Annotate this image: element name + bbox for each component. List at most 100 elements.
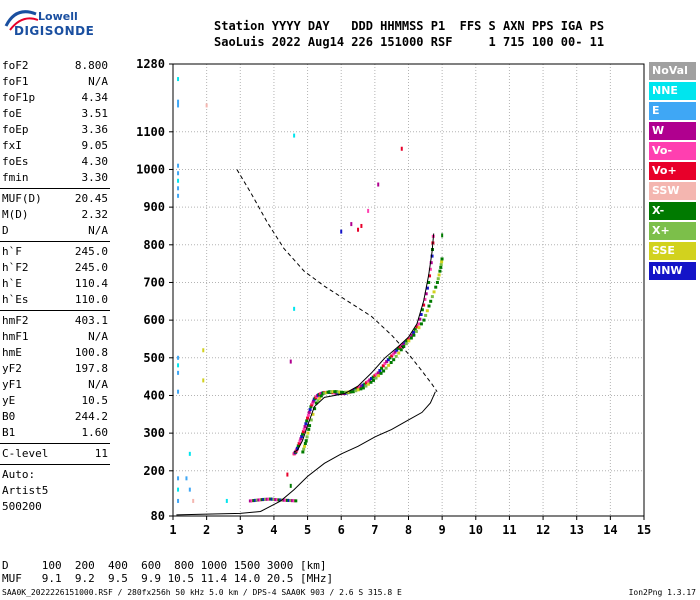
echo-point — [293, 133, 296, 138]
x-trace-point — [379, 371, 383, 375]
es-trace-point — [267, 497, 271, 501]
o-trace-point — [386, 358, 390, 362]
x-trace-point — [382, 369, 386, 373]
o-trace-point — [390, 354, 394, 358]
es-trace-point — [287, 498, 291, 502]
param-key: foEp — [2, 123, 29, 136]
o-trace-point — [381, 364, 385, 368]
o-trace-point — [413, 328, 417, 332]
file-info: SAA0K_2022226151000.RSF / 280fx256h 50 k… — [2, 588, 402, 597]
echo-point — [188, 451, 191, 456]
y-tick-label: 1280 — [136, 57, 165, 71]
x-tick-label: 6 — [338, 523, 345, 537]
x-trace-point — [309, 418, 313, 422]
es-trace-point — [258, 498, 262, 502]
es-trace-point — [250, 499, 254, 503]
x-trace-point — [349, 390, 353, 394]
param-key: D — [2, 224, 9, 237]
param-row: B0 244.2 — [0, 409, 112, 425]
param-value: N/A — [88, 378, 108, 391]
distance-row: D 100 200 400 600 800 1000 1500 3000 [km… — [2, 559, 327, 572]
x-trace-point — [303, 444, 307, 448]
echo-point — [202, 348, 205, 353]
x-trace-point — [344, 390, 348, 394]
x-trace-point — [319, 394, 323, 398]
param-row: D N/A — [0, 223, 112, 239]
software-version: Ion2Png 1.3.17 — [628, 588, 696, 597]
o-trace-point — [334, 391, 338, 395]
o-trace-point — [401, 342, 405, 346]
logo-text-top: Lowell — [38, 10, 78, 23]
x-trace-point — [304, 439, 308, 443]
x-tick-label: 8 — [405, 523, 412, 537]
o-trace-point — [295, 446, 299, 450]
x-trace-point — [384, 366, 388, 370]
x-trace-point — [404, 342, 408, 346]
echo-point — [441, 233, 444, 238]
curve-layer — [176, 169, 438, 516]
echo-point — [177, 103, 180, 108]
o-trace-point — [308, 408, 312, 412]
param-value: 11 — [94, 447, 108, 460]
es-trace-point — [274, 498, 278, 502]
y-tick-label: 800 — [143, 238, 165, 252]
dashed-profile-line — [236, 169, 438, 392]
o-trace-point — [398, 345, 402, 349]
y-tick-label: 1100 — [136, 125, 165, 139]
echo-point — [177, 77, 180, 82]
o-trace-point — [385, 360, 389, 364]
param-value: 4.34 — [81, 91, 109, 104]
echo-point — [177, 163, 180, 168]
digisonde-logo — [4, 4, 94, 44]
logo-swoosh-icon — [4, 10, 39, 31]
param-row: foE 3.51 — [0, 106, 112, 122]
es-trace-point — [290, 499, 294, 503]
o-trace-point — [306, 413, 310, 417]
y-tick-label: 1000 — [136, 162, 165, 176]
legend-item: SSE — [649, 242, 696, 260]
param-row: hmF2 403.1 — [0, 313, 112, 329]
o-trace-point — [388, 356, 392, 360]
param-row: 500200 — [0, 499, 112, 515]
param-value: 100.8 — [74, 346, 108, 359]
x-trace-point — [328, 390, 332, 394]
o-trace-point — [366, 379, 370, 383]
es-trace-point — [265, 497, 269, 501]
echo-point — [205, 103, 208, 108]
o-trace-point — [354, 387, 358, 391]
o-trace-point — [371, 375, 375, 379]
o-trace-point — [311, 399, 315, 403]
o-trace-point — [309, 405, 313, 409]
x-tick-label: 15 — [637, 523, 651, 537]
param-value: 2.32 — [81, 208, 109, 221]
x-trace-point — [364, 384, 368, 388]
o-trace-point — [301, 430, 305, 434]
echo-point — [202, 378, 205, 383]
param-value: 197.8 — [74, 362, 108, 375]
o-trace-point — [356, 386, 360, 390]
param-row: foF1p 4.34 — [0, 90, 112, 106]
param-key: hmF1 — [2, 330, 29, 343]
x-trace-point — [341, 390, 345, 394]
es-trace-point — [262, 497, 266, 501]
o-trace-point — [423, 297, 427, 301]
x-trace-point — [399, 348, 403, 352]
x-trace-point — [389, 361, 393, 365]
param-key: foF2 — [2, 59, 29, 72]
es-trace-point — [264, 497, 268, 501]
param-separator — [0, 310, 110, 311]
echo-point — [293, 306, 296, 311]
x-trace-point — [371, 378, 375, 382]
es-trace-point — [277, 498, 281, 502]
legend-item: E — [649, 102, 696, 120]
param-row: yE 10.5 — [0, 393, 112, 409]
echo-point — [400, 146, 403, 151]
es-trace-point — [282, 498, 286, 502]
param-key: yE — [2, 394, 16, 407]
o-trace-point — [412, 330, 416, 334]
x-tick-label: 1 — [169, 523, 176, 537]
x-tick-label: 3 — [237, 523, 244, 537]
es-trace-point — [292, 499, 296, 503]
param-value: 403.1 — [74, 314, 108, 327]
